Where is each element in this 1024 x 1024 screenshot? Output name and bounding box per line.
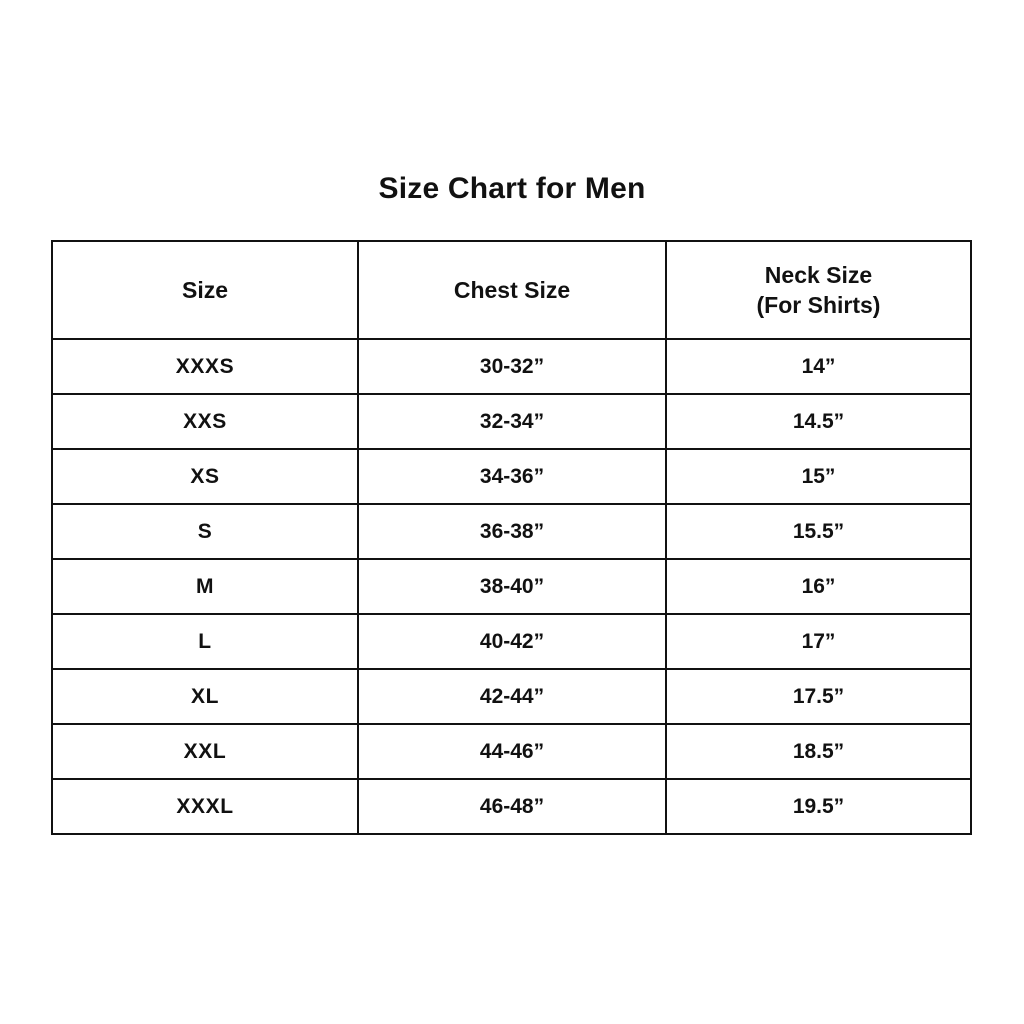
cell-chest: 46-48” [357,778,667,835]
cell-size: M [51,558,359,615]
cell-chest: 44-46” [357,723,667,780]
cell-chest: 40-42” [357,613,667,670]
cell-neck: 14.5” [665,393,972,450]
table-row: S 36-38” 15.5” [51,503,972,560]
page-title: Size Chart for Men [378,172,646,205]
size-chart-table-container: Size Chest Size Neck Size (For Shirts) X… [51,240,972,835]
table-row: XXXL 46-48” 19.5” [51,778,972,835]
column-header-neck-label: Neck Size [764,262,873,288]
cell-neck: 15.5” [665,503,972,560]
cell-chest: 38-40” [357,558,667,615]
cell-neck: 17.5” [665,668,972,725]
table-row: M 38-40” 16” [51,558,972,615]
cell-chest: 42-44” [357,668,667,725]
table-row: L 40-42” 17” [51,613,972,670]
cell-size: XXL [51,723,359,780]
column-header-chest: Chest Size [357,240,667,340]
table-row: XL 42-44” 17.5” [51,668,972,725]
cell-size: XL [51,668,359,725]
cell-neck: 18.5” [665,723,972,780]
cell-size: L [51,613,359,670]
column-header-size: Size [51,240,359,340]
size-chart-table: Size Chest Size Neck Size (For Shirts) X… [51,240,972,835]
cell-chest: 34-36” [357,448,667,505]
cell-size: XS [51,448,359,505]
cell-size: XXXS [51,338,359,395]
cell-chest: 32-34” [357,393,667,450]
cell-size: S [51,503,359,560]
table-row: XXXS 30-32” 14” [51,338,972,395]
cell-chest: 36-38” [357,503,667,560]
cell-neck: 14” [665,338,972,395]
column-header-neck: Neck Size (For Shirts) [665,240,972,340]
cell-neck: 19.5” [665,778,972,835]
table-row: XXS 32-34” 14.5” [51,393,972,450]
cell-neck: 17” [665,613,972,670]
table-row: XXL 44-46” 18.5” [51,723,972,780]
column-header-chest-label: Chest Size [453,277,571,303]
cell-size: XXXL [51,778,359,835]
table-header-row: Size Chest Size Neck Size (For Shirts) [51,240,972,340]
column-header-size-label: Size [181,277,229,303]
cell-neck: 15” [665,448,972,505]
table-header: Size Chest Size Neck Size (For Shirts) [51,240,972,340]
cell-neck: 16” [665,558,972,615]
table-row: XS 34-36” 15” [51,448,972,505]
cell-size: XXS [51,393,359,450]
cell-chest: 30-32” [357,338,667,395]
column-header-neck-sublabel: (For Shirts) [756,292,881,318]
table-body: XXXS 30-32” 14” XXS 32-34” 14.5” XS 34-3… [51,338,972,835]
